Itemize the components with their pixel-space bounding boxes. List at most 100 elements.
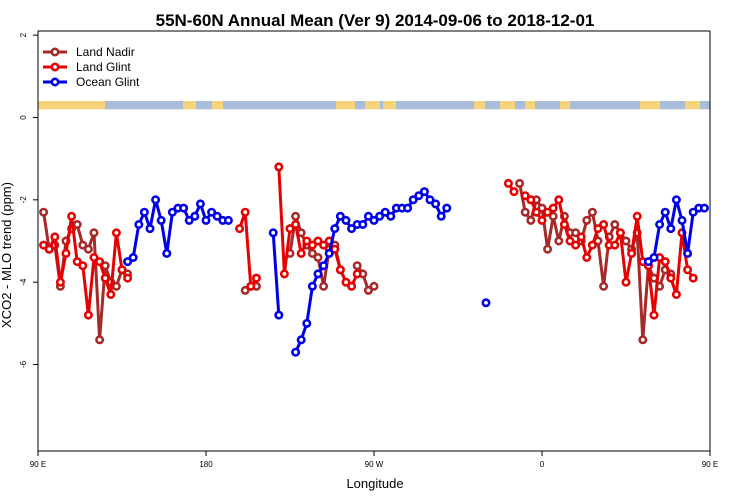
y-axis: 2 0 -2 -4 -6 xyxy=(19,32,38,368)
data-point xyxy=(240,207,250,217)
series-land-glint xyxy=(39,162,698,320)
data-point xyxy=(240,285,250,295)
data-point xyxy=(520,191,530,201)
data-point xyxy=(274,162,284,172)
data-point xyxy=(666,273,676,283)
data-point xyxy=(50,232,60,242)
data-point xyxy=(307,281,317,291)
x-axis: 90 E 180 90 W 0 90 E xyxy=(30,451,718,469)
band-ocean xyxy=(380,101,383,110)
data-point xyxy=(319,261,329,271)
data-point xyxy=(223,215,233,225)
data-point xyxy=(593,224,603,234)
data-point xyxy=(587,207,597,217)
data-point xyxy=(162,248,172,258)
x-tick-label: 0 xyxy=(540,460,545,469)
data-point xyxy=(352,269,362,279)
series-line xyxy=(271,232,281,316)
data-point xyxy=(341,215,351,225)
data-point xyxy=(548,203,558,213)
data-point xyxy=(67,211,77,221)
data-point xyxy=(425,195,435,205)
data-point xyxy=(481,298,491,308)
data-point xyxy=(660,207,670,217)
data-point xyxy=(419,187,429,197)
data-point xyxy=(156,215,166,225)
data-point xyxy=(313,269,323,279)
data-point xyxy=(649,310,659,320)
y-tick-label: -4 xyxy=(19,278,28,286)
data-point xyxy=(688,273,698,283)
legend-swatch-marker xyxy=(50,47,60,57)
data-point xyxy=(95,257,105,267)
data-point xyxy=(307,240,317,250)
data-point xyxy=(123,257,133,267)
data-point xyxy=(111,281,121,291)
data-point xyxy=(587,240,597,250)
data-point xyxy=(190,211,200,221)
data-point xyxy=(279,269,289,279)
data-point xyxy=(671,195,681,205)
data-point xyxy=(599,220,609,230)
data-point xyxy=(677,215,687,225)
legend-label: Land Nadir xyxy=(76,45,135,59)
data-point xyxy=(285,224,295,234)
band-land xyxy=(38,101,710,110)
data-point xyxy=(335,265,345,275)
data-point xyxy=(111,228,121,238)
data-point xyxy=(291,347,301,357)
data-point xyxy=(638,335,648,345)
band-ocean xyxy=(196,101,212,110)
data-point xyxy=(195,199,205,209)
data-point xyxy=(671,289,681,299)
data-point xyxy=(139,207,149,217)
data-point xyxy=(274,310,284,320)
data-point xyxy=(319,281,329,291)
data-point xyxy=(531,207,541,217)
legend-label: Ocean Glint xyxy=(76,75,140,89)
data-point xyxy=(515,178,525,188)
data-point xyxy=(296,335,306,345)
data-point xyxy=(251,273,261,283)
data-point xyxy=(324,248,334,258)
band-ocean xyxy=(105,101,183,110)
data-point xyxy=(537,203,547,213)
data-point xyxy=(571,228,581,238)
data-point xyxy=(44,244,54,254)
data-point xyxy=(526,195,536,205)
data-point xyxy=(683,265,693,275)
data-point xyxy=(369,215,379,225)
data-point xyxy=(207,207,217,217)
band-ocean xyxy=(355,101,365,110)
data-point xyxy=(307,248,317,258)
data-point xyxy=(106,289,116,299)
data-point xyxy=(95,335,105,345)
data-point xyxy=(615,228,625,238)
data-point xyxy=(313,253,323,263)
data-point xyxy=(649,253,659,263)
data-point xyxy=(78,261,88,271)
data-point xyxy=(330,224,340,234)
data-point xyxy=(83,310,93,320)
data-point xyxy=(319,240,329,250)
data-point xyxy=(151,195,161,205)
data-point xyxy=(414,191,424,201)
band-ocean xyxy=(515,101,525,110)
data-point xyxy=(666,224,676,234)
land-ocean-band xyxy=(38,101,710,110)
data-point xyxy=(576,232,586,242)
data-point xyxy=(83,244,93,254)
x-tick-label: 90 W xyxy=(365,460,384,469)
data-point xyxy=(436,211,446,221)
data-point xyxy=(509,187,519,197)
x-axis-label: Longitude xyxy=(346,476,403,491)
data-point xyxy=(246,281,256,291)
data-point xyxy=(291,220,301,230)
data-point xyxy=(582,253,592,263)
legend-item: Ocean Glint xyxy=(43,75,140,89)
data-point xyxy=(380,207,390,217)
data-point xyxy=(621,236,631,246)
data-point xyxy=(403,203,413,213)
data-point xyxy=(548,211,558,221)
